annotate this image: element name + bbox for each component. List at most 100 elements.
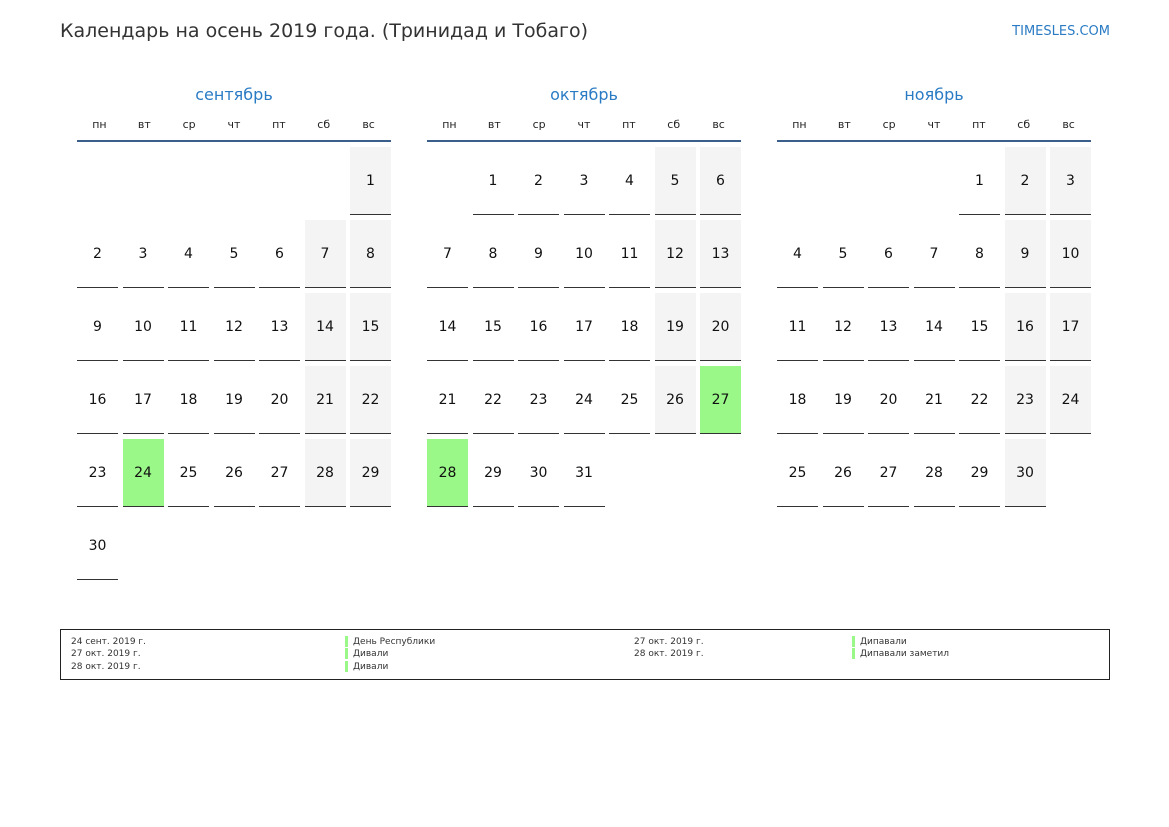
day-cell[interactable]: 6 — [700, 147, 741, 215]
day-cell[interactable]: 9 — [1004, 220, 1046, 288]
day-cell[interactable]: 21 — [913, 366, 955, 434]
holiday-legend: 24 сент. 2019 г. День Республики 27 окт. … — [60, 629, 1110, 680]
day-cell[interactable]: 24 — [563, 366, 605, 434]
day-cell[interactable]: 27 — [700, 366, 741, 434]
day-cell[interactable]: 18 — [777, 366, 818, 434]
day-cell[interactable]: 13 — [868, 293, 909, 361]
day-cell[interactable]: 26 — [654, 366, 696, 434]
day-cell[interactable]: 3 — [1050, 147, 1091, 215]
weekday-label: пн — [92, 118, 107, 131]
day-cell[interactable]: 13 — [700, 220, 741, 288]
day-cell[interactable]: 28 — [427, 439, 468, 507]
day-cell[interactable]: 14 — [427, 293, 468, 361]
day-cell[interactable]: 30 — [1004, 439, 1046, 507]
day-cell[interactable]: 21 — [427, 366, 468, 434]
day-cell[interactable]: 10 — [563, 220, 605, 288]
day-cell[interactable]: 27 — [259, 439, 300, 507]
day-cell[interactable]: 14 — [304, 293, 346, 361]
day-cell[interactable]: 7 — [427, 220, 468, 288]
day-cell[interactable]: 22 — [350, 366, 391, 434]
day-cell[interactable]: 27 — [868, 439, 909, 507]
day-cell[interactable]: 8 — [472, 220, 514, 288]
day-cell[interactable]: 1 — [472, 147, 514, 215]
day-cell[interactable]: 26 — [213, 439, 255, 507]
weekday-label: пт — [272, 118, 286, 131]
day-cell[interactable]: 19 — [822, 366, 864, 434]
day-cell[interactable]: 16 — [518, 293, 559, 361]
day-cell[interactable]: 25 — [777, 439, 818, 507]
day-cell[interactable]: 15 — [472, 293, 514, 361]
day-cell[interactable]: 4 — [609, 147, 650, 215]
day-cell[interactable]: 29 — [959, 439, 1000, 507]
day-cell[interactable]: 28 — [304, 439, 346, 507]
day-cell[interactable]: 23 — [77, 439, 118, 507]
day-cell[interactable]: 19 — [654, 293, 696, 361]
day-cell[interactable]: 21 — [304, 366, 346, 434]
day-cell[interactable]: 3 — [122, 220, 164, 288]
day-cell[interactable]: 10 — [122, 293, 164, 361]
day-cell[interactable]: 12 — [822, 293, 864, 361]
day-cell[interactable]: 11 — [168, 293, 209, 361]
day-cell[interactable]: 31 — [563, 439, 605, 507]
day-cell[interactable]: 20 — [868, 366, 909, 434]
day-cell[interactable]: 8 — [959, 220, 1000, 288]
day-cell[interactable]: 2 — [1004, 147, 1046, 215]
day-cell[interactable]: 17 — [122, 366, 164, 434]
day-cell[interactable]: 5 — [822, 220, 864, 288]
day-cell[interactable]: 30 — [518, 439, 559, 507]
day-cell[interactable]: 7 — [913, 220, 955, 288]
day-cell[interactable]: 1 — [350, 147, 391, 215]
day-cell[interactable]: 3 — [563, 147, 605, 215]
day-cell[interactable]: 12 — [213, 293, 255, 361]
day-cell[interactable]: 8 — [350, 220, 391, 288]
day-cell[interactable]: 12 — [654, 220, 696, 288]
day-cell[interactable]: 24 — [1050, 366, 1091, 434]
day-cell[interactable]: 11 — [777, 293, 818, 361]
day-cell[interactable]: 2 — [518, 147, 559, 215]
weekday-label: сб — [317, 118, 331, 131]
day-cell[interactable]: 28 — [913, 439, 955, 507]
day-cell[interactable]: 22 — [472, 366, 514, 434]
day-cell[interactable]: 29 — [350, 439, 391, 507]
day-cell[interactable]: 18 — [609, 293, 650, 361]
day-cell[interactable]: 19 — [213, 366, 255, 434]
month-name: сентябрь — [195, 85, 273, 104]
day-cell[interactable]: 9 — [518, 220, 559, 288]
day-cell[interactable]: 22 — [959, 366, 1000, 434]
day-cell[interactable]: 5 — [213, 220, 255, 288]
day-cell[interactable]: 24 — [122, 439, 164, 507]
day-cell[interactable]: 4 — [168, 220, 209, 288]
day-cell[interactable]: 5 — [654, 147, 696, 215]
day-cell[interactable]: 18 — [168, 366, 209, 434]
day-cell[interactable]: 4 — [777, 220, 818, 288]
day-cell[interactable]: 16 — [1004, 293, 1046, 361]
day-cell[interactable]: 7 — [304, 220, 346, 288]
day-cell[interactable]: 2 — [77, 220, 118, 288]
day-cell[interactable]: 23 — [518, 366, 559, 434]
day-cell[interactable]: 11 — [609, 220, 650, 288]
day-cell[interactable]: 25 — [168, 439, 209, 507]
day-cell[interactable]: 15 — [959, 293, 1000, 361]
day-cell[interactable]: 14 — [913, 293, 955, 361]
brand-link[interactable]: TIMESLES.COM — [1012, 24, 1110, 39]
day-cell[interactable]: 17 — [1050, 293, 1091, 361]
day-cell[interactable]: 6 — [259, 220, 300, 288]
day-cell[interactable]: 17 — [563, 293, 605, 361]
weekday-label: пт — [622, 118, 636, 131]
day-cell[interactable]: 6 — [868, 220, 909, 288]
day-cell[interactable]: 9 — [77, 293, 118, 361]
day-cell[interactable]: 20 — [259, 366, 300, 434]
day-cell[interactable]: 26 — [822, 439, 864, 507]
day-cell[interactable]: 10 — [1050, 220, 1091, 288]
day-cell[interactable]: 25 — [609, 366, 650, 434]
day-cell[interactable]: 15 — [350, 293, 391, 361]
day-cell[interactable]: 13 — [259, 293, 300, 361]
day-cell[interactable]: 20 — [700, 293, 741, 361]
day-cell[interactable]: 23 — [1004, 366, 1046, 434]
weekday-label: ср — [532, 118, 546, 131]
day-cell[interactable]: 29 — [472, 439, 514, 507]
day-cell[interactable]: 1 — [959, 147, 1000, 215]
day-cell[interactable]: 30 — [77, 512, 118, 580]
day-cell[interactable]: 16 — [77, 366, 118, 434]
